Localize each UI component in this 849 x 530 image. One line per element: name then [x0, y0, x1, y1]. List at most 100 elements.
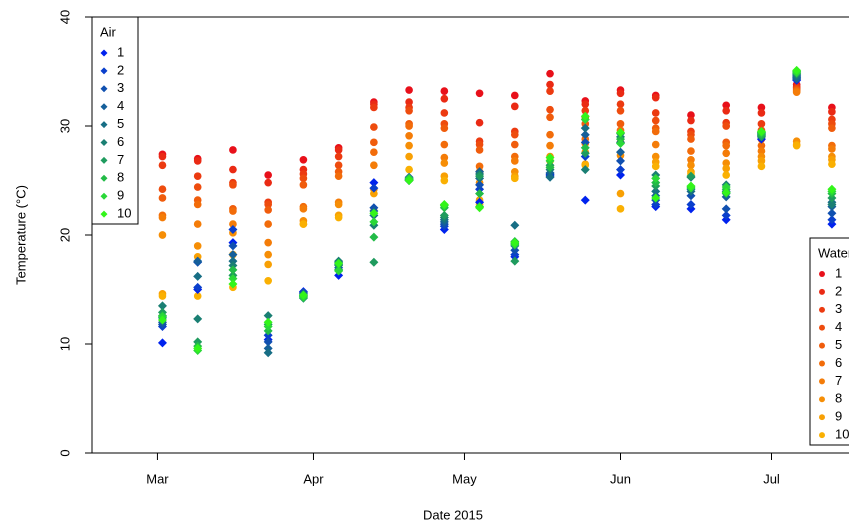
point [651, 140, 660, 149]
legend-label: 8 [117, 170, 124, 185]
point [158, 194, 167, 202]
y-tick-label: 30 [57, 119, 72, 133]
plot-frame [91, 16, 849, 454]
legend-label: 9 [835, 409, 842, 424]
legend-label: 7 [117, 152, 124, 167]
point [264, 206, 272, 214]
point [828, 108, 836, 116]
point [263, 348, 273, 358]
point [193, 172, 202, 180]
y-tick-label: 10 [57, 337, 72, 351]
x-tick-label: May [452, 471, 477, 486]
point [545, 153, 555, 163]
y-tick-label: 40 [57, 10, 72, 24]
point [405, 141, 413, 150]
point [405, 122, 413, 130]
point [792, 88, 801, 97]
point [546, 141, 554, 150]
point [193, 271, 203, 281]
point [157, 301, 167, 311]
point [405, 165, 413, 174]
point [263, 337, 273, 347]
point [721, 182, 731, 192]
point [651, 109, 660, 117]
point [510, 91, 519, 100]
point [369, 208, 379, 218]
point [440, 159, 449, 167]
point [546, 130, 554, 139]
point [757, 119, 766, 128]
point [193, 200, 202, 209]
point [193, 314, 203, 324]
x-tick-label: Jun [610, 471, 631, 486]
point [510, 102, 519, 111]
x-tick-label: Mar [146, 471, 169, 486]
point [616, 147, 625, 157]
point [546, 87, 554, 95]
point [334, 266, 344, 276]
point [616, 100, 625, 109]
legend-label: 9 [117, 188, 124, 203]
point [193, 343, 203, 353]
point [158, 231, 167, 239]
point [299, 205, 308, 213]
point [616, 138, 625, 148]
point [299, 174, 308, 183]
point [828, 124, 836, 133]
point [757, 103, 766, 112]
point [228, 225, 238, 235]
point [264, 250, 272, 259]
point [158, 161, 167, 170]
point [721, 210, 731, 220]
point [581, 106, 590, 115]
point [510, 238, 520, 248]
point [229, 146, 237, 154]
point [651, 186, 661, 196]
x-tick-label: Jul [763, 471, 780, 486]
point [475, 171, 485, 181]
point [756, 126, 766, 136]
point [616, 170, 625, 180]
legend-marker [100, 210, 108, 218]
point [722, 164, 731, 173]
legend-label: 2 [117, 62, 124, 77]
legend-marker [100, 49, 108, 57]
point [193, 157, 202, 165]
point [687, 111, 695, 119]
point [440, 87, 449, 95]
point [510, 157, 519, 165]
point [475, 118, 484, 127]
point [193, 292, 202, 300]
point [546, 113, 554, 122]
x-tick-label: Apr [303, 471, 324, 486]
legend-label: 6 [835, 355, 842, 370]
legend-label: 6 [117, 134, 124, 149]
point [651, 173, 661, 183]
point [757, 141, 766, 150]
point [299, 220, 308, 228]
legend-marker [819, 288, 825, 295]
point [827, 215, 837, 225]
point [369, 183, 379, 193]
point [651, 193, 661, 203]
point [686, 181, 696, 191]
legend-marker [819, 271, 825, 277]
x-axis-label: Date 2015 [423, 507, 483, 522]
point [264, 276, 272, 285]
y-tick-label: 0 [57, 449, 72, 456]
point [157, 338, 167, 348]
point [616, 89, 625, 98]
point [193, 220, 202, 228]
point [228, 274, 238, 284]
legend-marker [100, 121, 108, 129]
point [616, 128, 625, 138]
point [475, 180, 485, 190]
point [510, 130, 519, 139]
point [264, 200, 272, 209]
point [616, 205, 625, 213]
point [334, 146, 343, 154]
point [722, 159, 731, 167]
point [405, 106, 413, 115]
legend-marker [100, 139, 108, 146]
point [404, 176, 414, 185]
